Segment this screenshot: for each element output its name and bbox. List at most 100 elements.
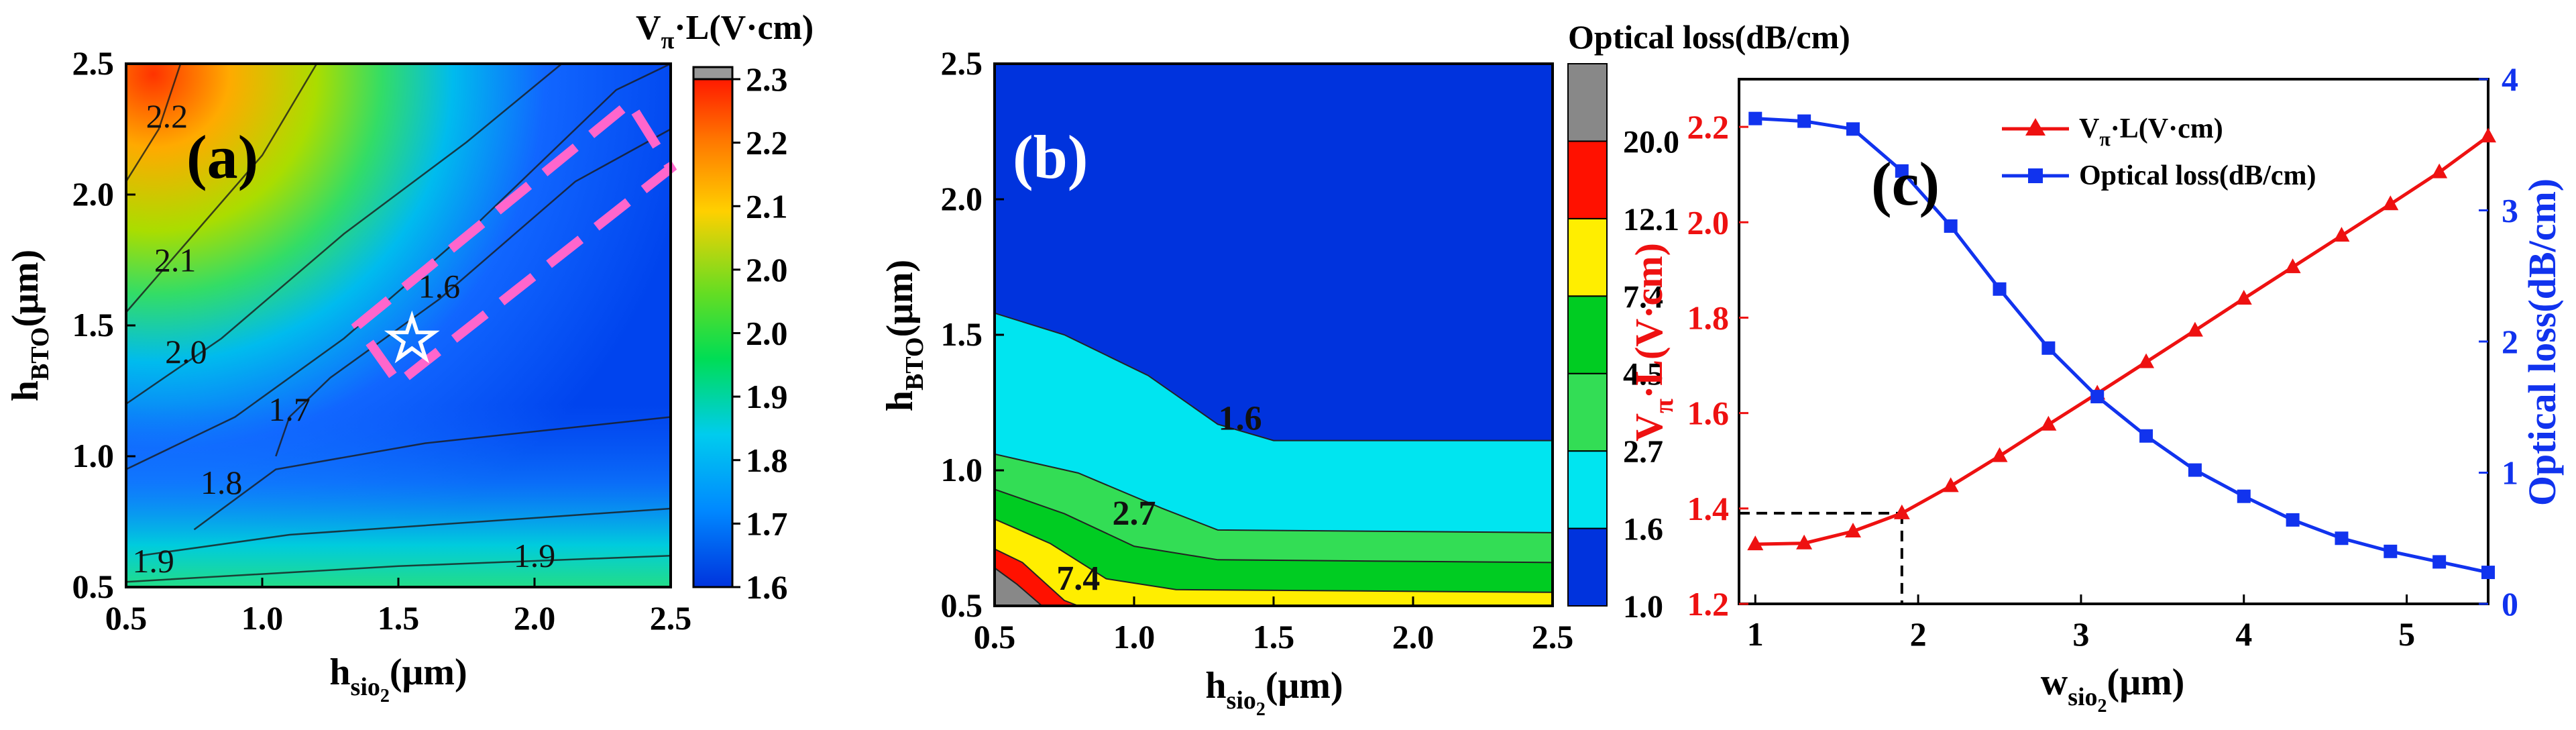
- data-point-square: [1846, 122, 1860, 136]
- y-tick-label: 0.5: [72, 568, 115, 605]
- data-point-triangle: [1747, 535, 1764, 551]
- legend: Vπ·L(V·cm) Optical loss(dB/cm): [2002, 113, 2316, 191]
- data-point-triangle: [2431, 163, 2448, 178]
- x-tick-label: 2.0: [1392, 618, 1435, 656]
- contour-line: [125, 63, 182, 182]
- contour-label: 1.6: [1219, 400, 1262, 438]
- heatmap-a-bottom-band: [126, 64, 671, 587]
- data-point-square: [2481, 566, 2495, 580]
- data-point-square: [2335, 531, 2349, 545]
- x-tick-label: 5: [2398, 615, 2415, 653]
- colorbar-tick-label: 1.8: [746, 441, 788, 479]
- contour-line: [125, 63, 318, 313]
- legend-label-vpil: Vπ·L(V·cm): [2079, 113, 2223, 150]
- line-chart-axes: 1 2 3 4 5 1.2 1.4 1.6 1.8 2.0 2.2 0 1 2 3 4: [1687, 60, 2519, 653]
- x-tick-label: 1.5: [378, 599, 420, 637]
- colorbar-b-title: Optical loss(dB/cm): [1568, 18, 1850, 56]
- data-point-square: [2139, 429, 2153, 443]
- colorbar-tick-label: 1.6: [746, 568, 788, 606]
- y-left-tick-label: 1.2: [1687, 585, 1730, 623]
- colorbar-swatch: [1567, 63, 1608, 142]
- data-point-square: [1748, 111, 1762, 125]
- colorbar-level-label: 20.0: [1623, 124, 1679, 160]
- x-tick-label: 2.5: [650, 599, 692, 637]
- colorbar-level-label: 7.4: [1623, 279, 1663, 315]
- colorbar-swatch: [1567, 140, 1608, 219]
- data-point-triangle: [2333, 227, 2350, 242]
- data-point-square: [1797, 114, 1811, 128]
- x-tick-label: 1.0: [241, 599, 284, 637]
- x-tick-label: 1.0: [1113, 618, 1156, 656]
- colorbar-tick-label: 1.7: [746, 505, 788, 542]
- heatmap-a-axes: 0.5 1.0 1.5 2.0 2.5 0.5 1.0 1.5 2.0 2.5: [72, 44, 692, 637]
- colorbar-level-label: 12.1: [1623, 202, 1679, 238]
- y-tick-label: 2.0: [941, 180, 983, 217]
- x-tick-label: 2: [1910, 615, 1927, 653]
- data-point-square: [2041, 341, 2056, 355]
- colorbar-swatch: [1567, 295, 1608, 374]
- y-left-tick-label: 2.2: [1687, 108, 1730, 146]
- contour-label: 1.7: [268, 390, 311, 428]
- colorbar-tick-label: 2.0: [746, 251, 788, 289]
- data-point-square: [1895, 164, 1909, 178]
- heatmap-a-contours: [125, 62, 671, 583]
- y-right-tick-label: 0: [2502, 585, 2518, 623]
- y-right-tick-label: 1: [2502, 454, 2518, 492]
- y-tick-label: 2.0: [72, 175, 115, 213]
- y-left-tick-label: 2.0: [1687, 203, 1730, 241]
- contour-line: [139, 507, 671, 557]
- colorbar-swatch: [1567, 217, 1608, 297]
- data-point-triangle: [2186, 321, 2203, 337]
- legend-marker-square: [2028, 168, 2043, 183]
- axis-c-ylabel-left: Vπ·L(V·cm): [1627, 243, 1679, 441]
- contour-label: 1.9: [514, 537, 556, 574]
- x-tick-label: 0.5: [974, 618, 1016, 656]
- contour-label: 2.2: [146, 97, 188, 135]
- contour-label: 1.9: [132, 542, 174, 580]
- x-tick-label: 1: [1747, 615, 1764, 653]
- contour-line: [193, 416, 671, 531]
- legend-label-loss: Optical loss(dB/cm): [2079, 160, 2316, 191]
- colorbar-swatch: [1567, 372, 1608, 452]
- optimal-star-icon: ☆: [383, 303, 441, 374]
- heatmap-b-axes: 0.5 1.0 1.5 2.0 2.5 0.5 1.0 1.5 2.0 2.5: [941, 44, 1574, 656]
- data-point-triangle: [2284, 258, 2301, 274]
- x-tick-label: 2.0: [514, 599, 556, 637]
- data-point-square: [2432, 555, 2447, 569]
- line-chart-frame: [1738, 78, 2489, 605]
- y-right-tick-label: 4: [2502, 60, 2518, 98]
- x-tick-label: 4: [2235, 615, 2252, 653]
- contour-label: 2.0: [165, 333, 207, 370]
- colorbar-a-title: Vπ·L(V·cm): [636, 9, 814, 54]
- series-line: [1755, 117, 2489, 574]
- x-tick-label: 0.5: [105, 599, 148, 637]
- axis-c-xlabel: wsio2(μm): [2041, 662, 2185, 717]
- data-point-triangle: [2138, 353, 2155, 368]
- panel-c: 1 2 3 4 5 1.2 1.4 1.6 1.8 2.0 2.2 0 1 2 3 4 (c) Vπ·L(V·…: [1627, 60, 2564, 717]
- legend-marker-triangle: [2025, 118, 2046, 136]
- contour-label: 7.4: [1056, 560, 1100, 598]
- data-point-triangle: [1796, 534, 1813, 550]
- y-left-tick-label: 1.8: [1687, 299, 1730, 336]
- data-point-triangle: [1893, 504, 1910, 519]
- y-right-tick-label: 2: [2502, 323, 2518, 360]
- data-point-square: [2090, 390, 2105, 404]
- heatmap-b-contour-labels: 1.6 2.7 7.4: [1056, 400, 1262, 598]
- colorbar-b: 1.0 1.6 2.7 4.5 7.4 12.1 20.0: [1567, 63, 1679, 625]
- panel-b: 1.6 2.7 7.4 (b) 0.5 1.0 1.5 2.0 2.5 0.5 1.0 1.5 2.…: [879, 18, 1850, 720]
- axis-b-xlabel: hsio2(μm): [1205, 665, 1343, 720]
- reference-lines: [1739, 511, 1903, 604]
- x-tick-label: 3: [2072, 615, 2089, 653]
- line-series: [1747, 111, 2496, 580]
- x-tick-label: 2.5: [1532, 618, 1574, 656]
- data-point-square: [2188, 463, 2202, 477]
- colorbar-level-label: 1.0: [1623, 589, 1663, 625]
- colorbar-tick-label: 2.3: [746, 60, 788, 98]
- colorbar-tick-label: 2.2: [746, 124, 788, 162]
- axis-a-xlabel: hsio2(μm): [329, 651, 467, 707]
- colorbar-swatch: [1567, 450, 1608, 529]
- series-line: [1755, 135, 2489, 546]
- y-tick-label: 1.0: [941, 451, 983, 488]
- colorbar-a-top-swatch: [692, 66, 734, 81]
- colorbar-level-label: 2.7: [1623, 434, 1663, 470]
